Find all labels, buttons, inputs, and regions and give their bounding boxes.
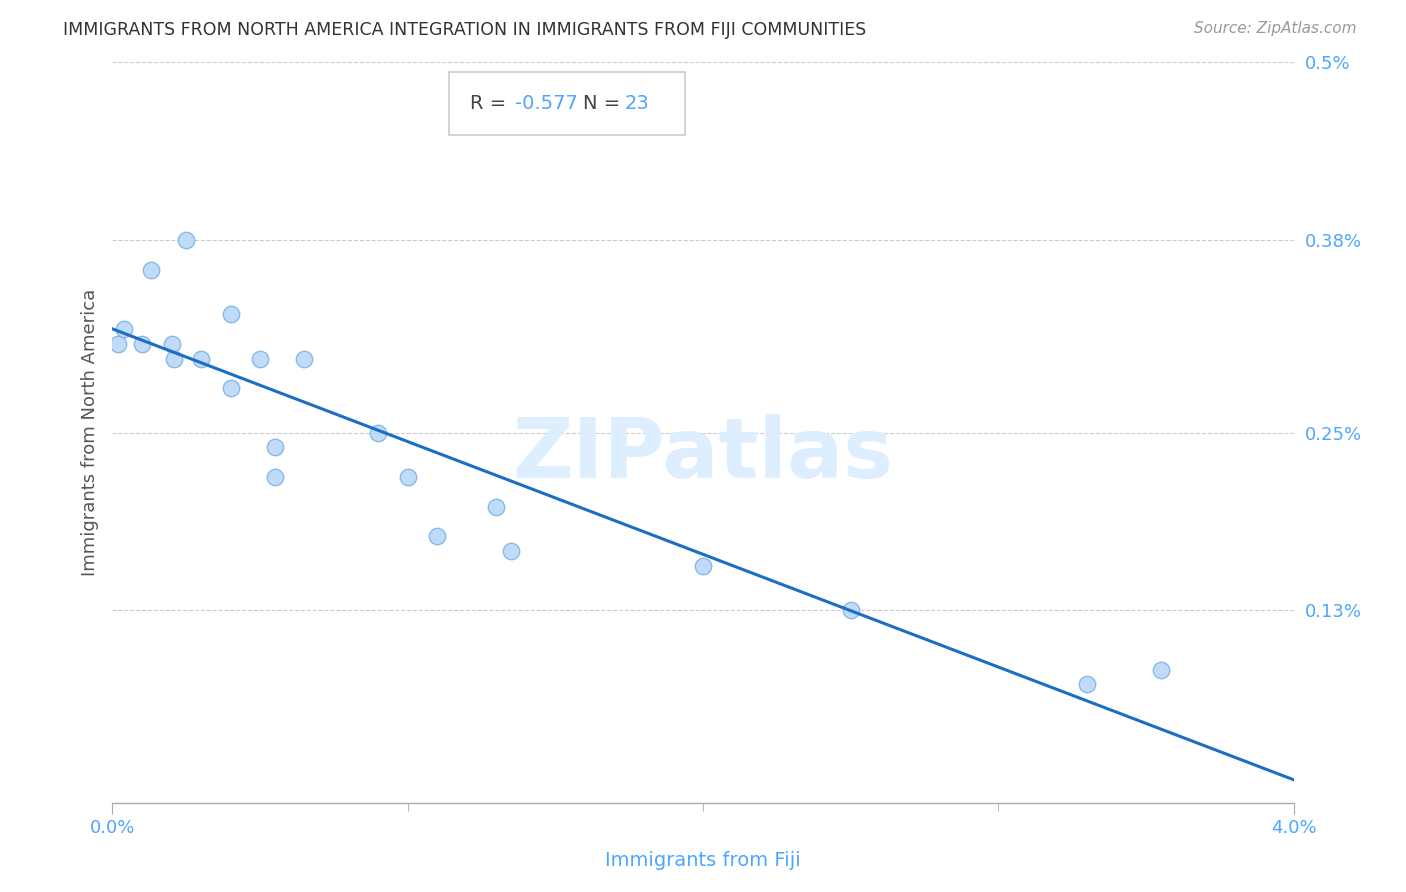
X-axis label: Immigrants from Fiji: Immigrants from Fiji (605, 851, 801, 870)
Point (219, 381, 242, 395)
Point (485, 500, 508, 514)
Point (264, 470, 287, 484)
Point (501, 544, 523, 558)
FancyBboxPatch shape (449, 71, 685, 135)
Text: Source: ZipAtlas.com: Source: ZipAtlas.com (1194, 21, 1357, 36)
Point (112, 322, 135, 336)
Text: ZIPatlas: ZIPatlas (513, 414, 893, 495)
Point (1150, 663, 1173, 677)
Y-axis label: Immigrants from North America: Immigrants from North America (80, 289, 98, 576)
Text: N =: N = (582, 94, 626, 112)
Text: 23: 23 (626, 94, 650, 112)
Point (692, 558, 714, 573)
Point (190, 351, 212, 366)
Point (174, 233, 197, 247)
Point (131, 336, 153, 351)
Point (292, 351, 315, 366)
Point (139, 262, 162, 277)
Text: -0.577: -0.577 (515, 94, 578, 112)
Text: IMMIGRANTS FROM NORTH AMERICA INTEGRATION IN IMMIGRANTS FROM FIJI COMMUNITIES: IMMIGRANTS FROM NORTH AMERICA INTEGRATIO… (63, 21, 866, 38)
Point (396, 470, 419, 484)
Point (219, 307, 242, 321)
Text: R =: R = (471, 94, 513, 112)
Point (426, 529, 449, 543)
Point (367, 425, 389, 440)
Point (839, 603, 862, 617)
Point (163, 351, 186, 366)
Point (264, 441, 287, 455)
Point (1076, 677, 1098, 691)
Point (160, 336, 183, 351)
Point (249, 351, 271, 366)
Point (107, 336, 129, 351)
